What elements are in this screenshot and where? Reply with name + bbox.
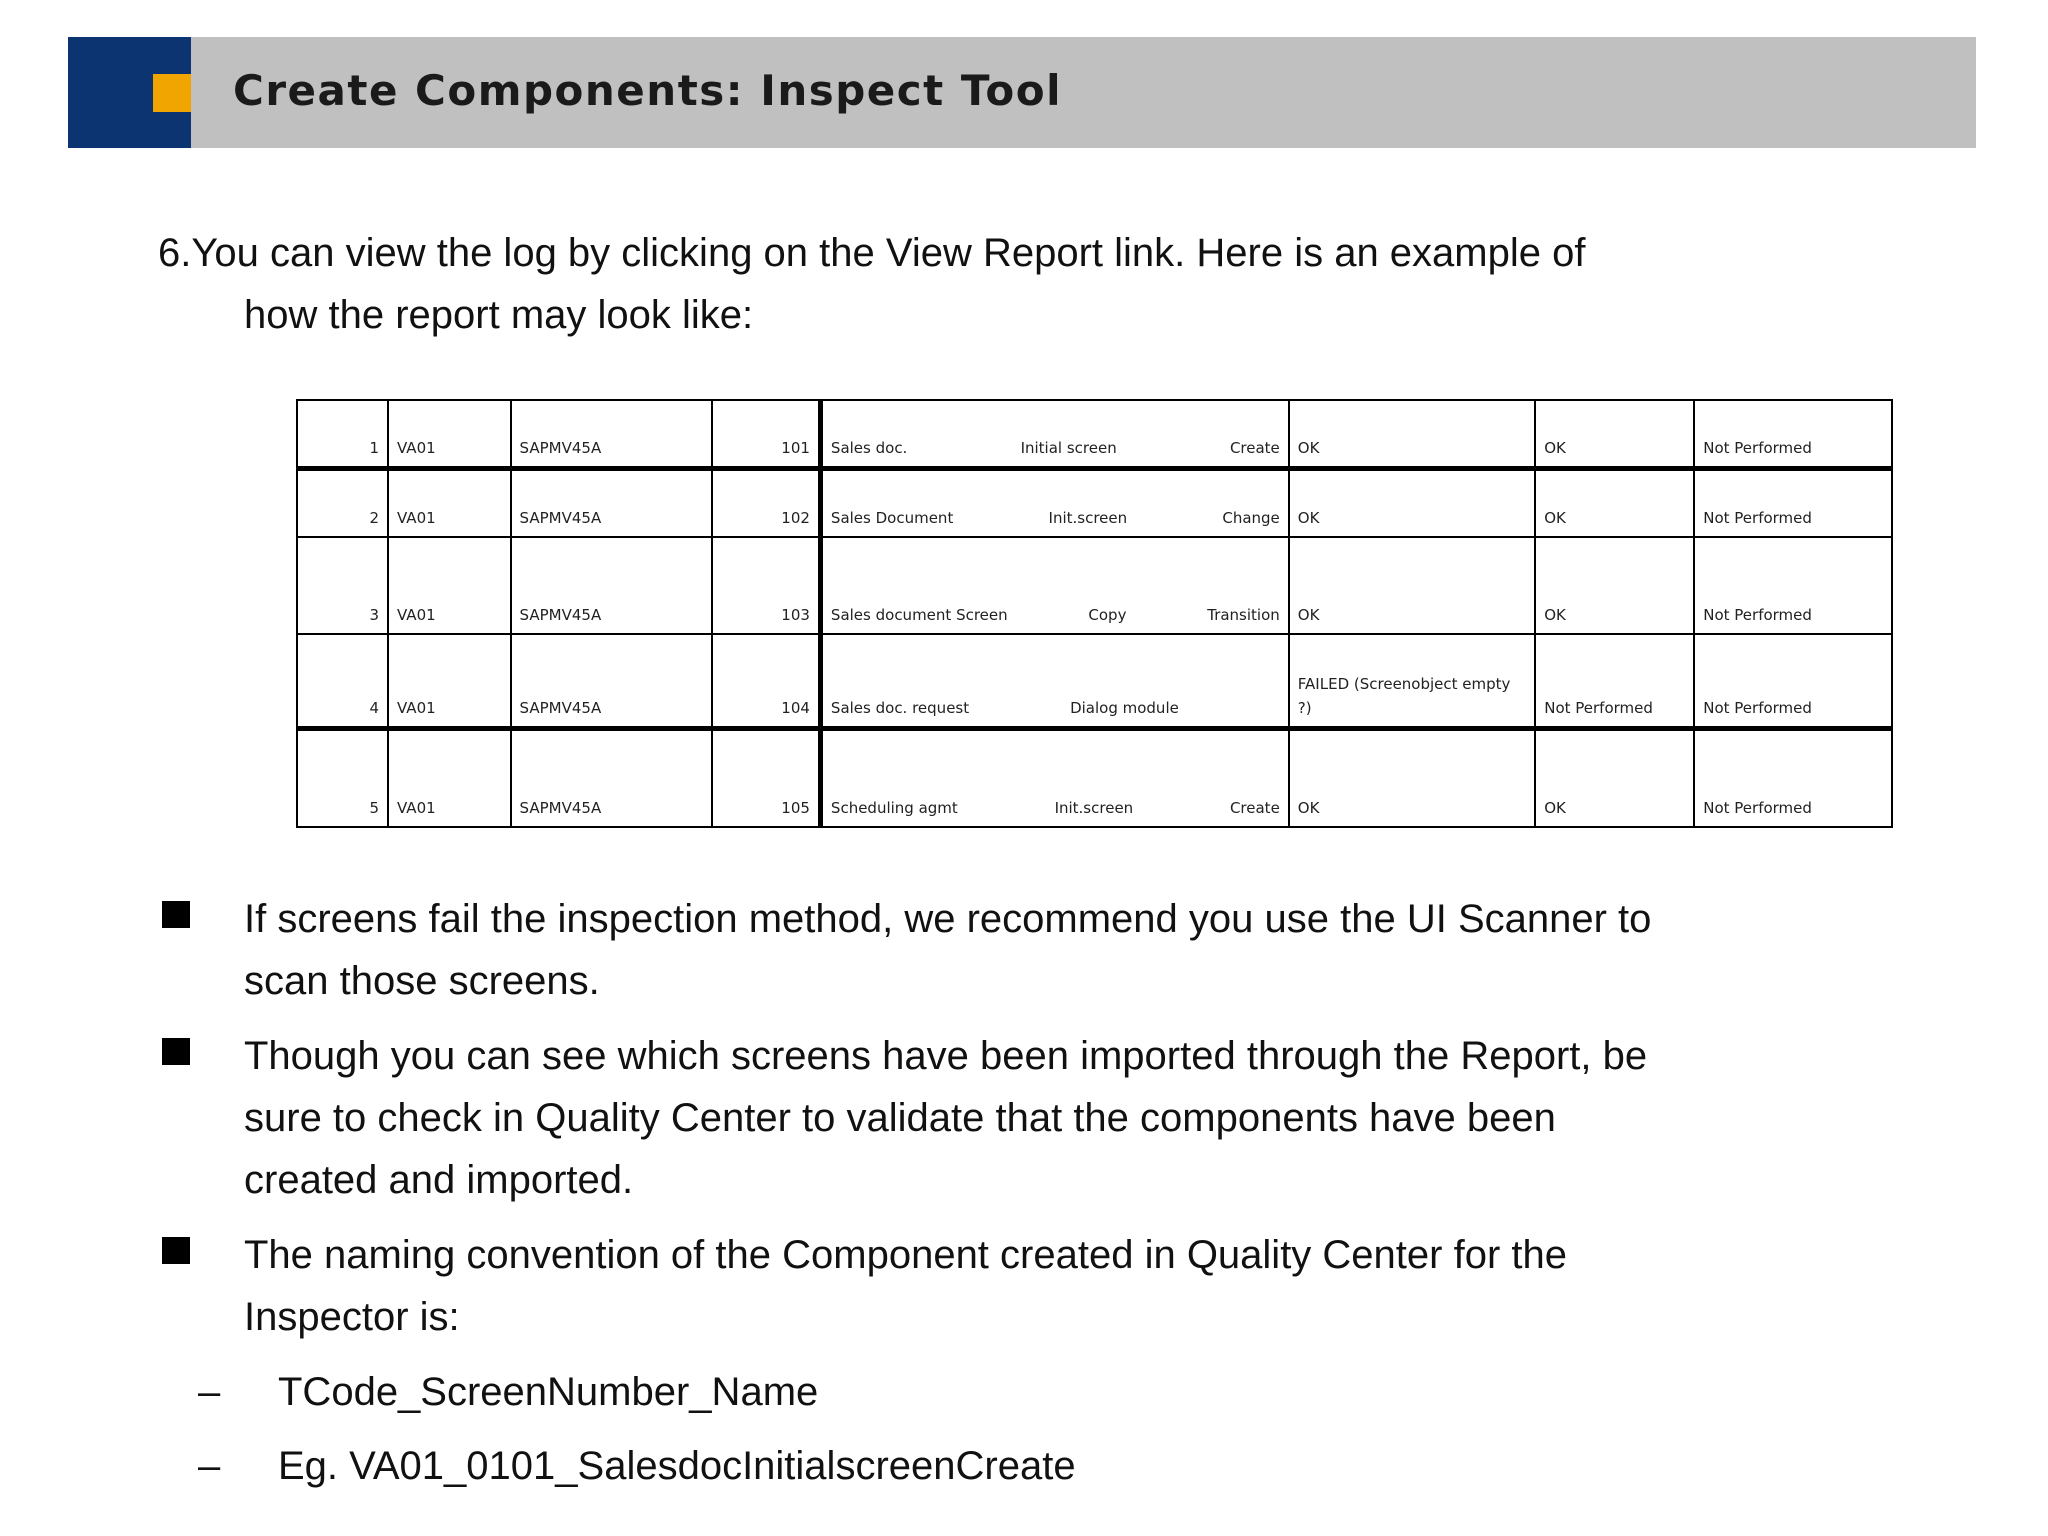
table-row: 2 VA01 SAPMV45A 102 Sales Document Init.scree… <box>296 467 1893 538</box>
cell-screen: 102 <box>711 467 822 538</box>
cell-tcode: VA01 <box>387 633 512 731</box>
description-parts: Sales document Screen Copy Transition <box>831 603 1280 627</box>
intro-line-1: 6.You can view the log by clicking on th… <box>158 231 1586 275</box>
cell-description: Scheduling agmt Init.screen Create <box>817 727 1290 828</box>
cell-status-1: FAILED (Screenobject empty ?) <box>1287 633 1537 731</box>
header-orange-square <box>153 74 191 112</box>
cell-program: SAPMV45A <box>509 467 714 538</box>
cell-program: SAPMV45A <box>509 633 714 731</box>
cell-program: SAPMV45A <box>509 399 714 471</box>
cell-number: 5 <box>296 727 389 828</box>
cell-status-2: OK <box>1534 536 1696 635</box>
report-table: 1 VA01 SAPMV45A 101 Sales doc. Initial screen… <box>296 399 1893 828</box>
description-part: Create <box>1229 799 1280 817</box>
cell-number: 2 <box>296 467 389 538</box>
table-row: 4 VA01 SAPMV45A 104 Sales doc. request Dialog… <box>296 633 1893 731</box>
bullet-square-icon <box>162 1237 190 1264</box>
description-part: Init.screen <box>1054 799 1134 817</box>
table-row: 1 VA01 SAPMV45A 101 Sales doc. Initial screen… <box>296 399 1893 471</box>
description-part: Sales Document <box>830 509 954 527</box>
table-row: 3 VA01 SAPMV45A 103 Sales document Screen Cop… <box>296 536 1893 635</box>
bullet-2-line-2: sure to check in Quality Center to valid… <box>244 1096 1556 1140</box>
slide-title: Create Components: Inspect Tool <box>233 66 1063 115</box>
dash-bullet: – <box>198 1444 221 1488</box>
description-part: Sales doc. <box>830 438 908 457</box>
description-part: Sales document Screen <box>830 606 1008 624</box>
cell-status-1: OK <box>1287 536 1537 635</box>
cell-status-2: OK <box>1534 727 1696 828</box>
cell-status-3: Not Performed <box>1693 399 1893 471</box>
bullet-2-line-3: created and imported. <box>244 1158 634 1202</box>
cell-tcode: VA01 <box>387 399 512 471</box>
cell-tcode: VA01 <box>387 536 512 635</box>
cell-screen: 104 <box>711 633 822 731</box>
bullet-1-line-2: scan those screens. <box>244 959 600 1003</box>
cell-status-1: OK <box>1287 399 1537 471</box>
description-part: Copy <box>1088 606 1127 624</box>
cell-number: 1 <box>296 399 389 471</box>
cell-description: Sales doc. Initial screen Create <box>817 399 1290 471</box>
cell-program: SAPMV45A <box>509 727 714 828</box>
subbullet-2: Eg. VA01_0101_SalesdocInitialscreenCreat… <box>278 1444 1076 1488</box>
description-part: Init.screen <box>1048 509 1128 527</box>
description-part: Change <box>1222 509 1280 527</box>
cell-status-1: OK <box>1287 467 1537 538</box>
cell-status-2: OK <box>1534 399 1696 471</box>
cell-description: Sales Document Init.screen Change <box>817 467 1290 538</box>
description-part: Transition <box>1207 606 1280 624</box>
bullet-1-line-1: If screens fail the inspection method, w… <box>244 897 1652 941</box>
bullet-square-icon <box>162 901 190 928</box>
bullet-2-line-1: Though you can see which screens have be… <box>244 1034 1648 1078</box>
cell-program: SAPMV45A <box>509 536 714 635</box>
description-parts: Sales doc. Initial screen Create <box>831 436 1280 460</box>
cell-status-3: Not Performed <box>1693 727 1893 828</box>
cell-status-3: Not Performed <box>1693 536 1893 635</box>
description-part: Scheduling agmt <box>830 799 958 817</box>
bullet-3-line-1: The naming convention of the Component c… <box>244 1233 1567 1277</box>
description-parts: Scheduling agmt Init.screen Create <box>831 796 1280 820</box>
intro-line-2: how the report may look like: <box>244 293 754 337</box>
description-part: Sales doc. request <box>830 698 970 717</box>
cell-screen: 101 <box>711 399 822 471</box>
cell-status-2: OK <box>1534 467 1696 538</box>
cell-status-3: Not Performed <box>1693 467 1893 538</box>
cell-status-2: Not Performed <box>1534 633 1696 731</box>
description-part: Dialog module <box>1070 698 1179 717</box>
table-row: 5 VA01 SAPMV45A 105 Scheduling agmt Init.scre… <box>296 727 1893 828</box>
description-part: Create <box>1229 438 1280 457</box>
dash-bullet: – <box>198 1370 221 1414</box>
slide-header-bar <box>68 37 1976 148</box>
cell-status-1: OK <box>1287 727 1537 828</box>
bullet-3-line-2: Inspector is: <box>244 1295 460 1339</box>
cell-description: Sales document Screen Copy Transition <box>817 536 1290 635</box>
cell-screen: 105 <box>711 727 822 828</box>
cell-status-3: Not Performed <box>1693 633 1893 731</box>
cell-screen: 103 <box>711 536 822 635</box>
cell-tcode: VA01 <box>387 467 512 538</box>
cell-number: 4 <box>296 633 389 731</box>
bullet-square-icon <box>162 1038 190 1065</box>
description-parts: Sales Document Init.screen Change <box>831 506 1280 530</box>
cell-number: 3 <box>296 536 389 635</box>
description-parts: Sales doc. request Dialog module <box>831 696 1280 720</box>
description-part: Initial screen <box>1020 438 1117 457</box>
cell-tcode: VA01 <box>387 727 512 828</box>
cell-description: Sales doc. request Dialog module <box>817 633 1290 731</box>
subbullet-1: TCode_ScreenNumber_Name <box>278 1370 819 1414</box>
